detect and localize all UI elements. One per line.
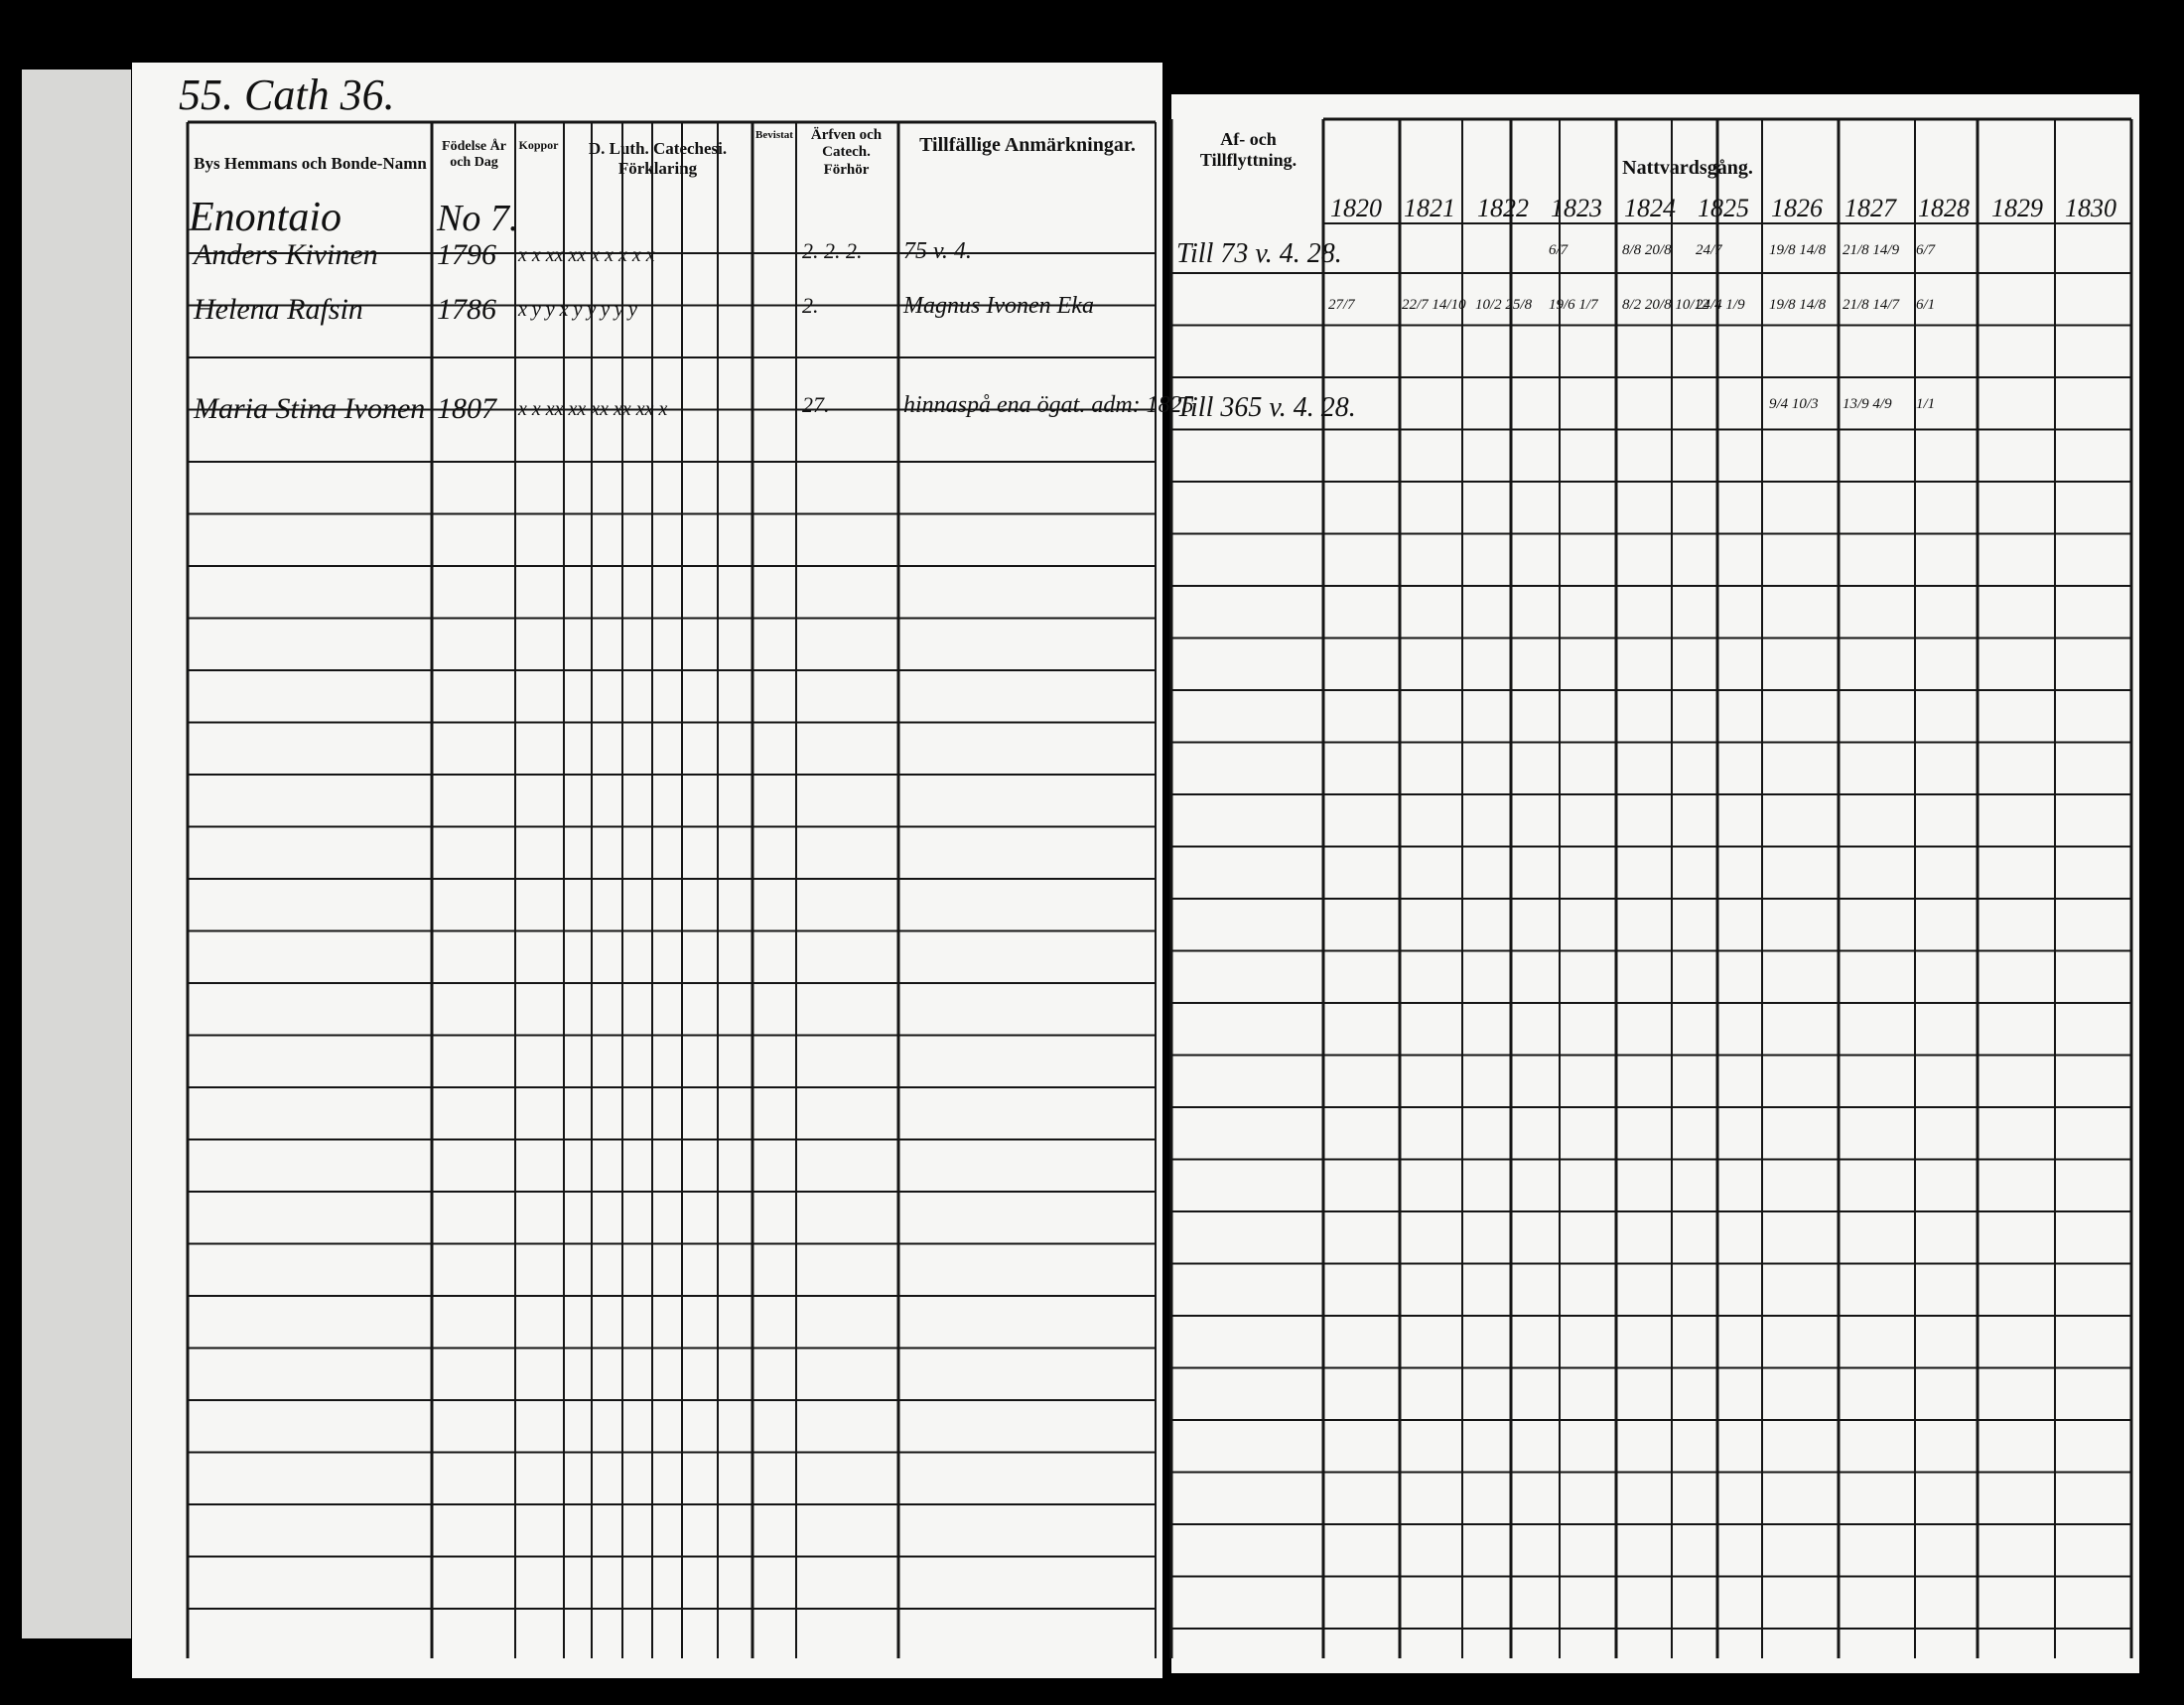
exam: 2. xyxy=(802,293,819,318)
exam: 2. 2. 2. xyxy=(802,238,863,263)
communion-date: 24/4 1/9 xyxy=(1696,297,1745,313)
communion-date: 6/1 xyxy=(1916,297,1936,313)
marks: x x xx xx xx xx xx x xyxy=(518,398,668,420)
year: 1826 xyxy=(1771,194,1823,222)
name: Helena Rafsin xyxy=(194,293,363,326)
communion-date: 24/7 xyxy=(1696,242,1722,258)
communion-date: 21/8 14/9 xyxy=(1843,242,1900,258)
year: 1828 xyxy=(1918,194,1970,222)
village: Enontaio xyxy=(189,195,341,240)
year: 1823 xyxy=(1551,194,1602,222)
year: 1827 xyxy=(1844,194,1896,222)
page-edge xyxy=(22,70,131,1638)
communion-date: 6/7 xyxy=(1916,242,1936,258)
note: 75 v. 4. xyxy=(903,238,972,264)
column-header: D. Luth. Catechesi. Förklaring xyxy=(588,139,728,178)
marks: x y y x y y y y y xyxy=(518,299,637,321)
communion-date: 1/1 xyxy=(1916,396,1936,412)
communion-date: 19/8 14/8 xyxy=(1769,297,1827,313)
communion-date: 8/8 20/8 xyxy=(1622,242,1672,258)
name: Anders Kivinen xyxy=(194,238,378,271)
column-header: Ärfven och Catech. Förhör xyxy=(810,127,883,178)
house-no: No 7. xyxy=(437,198,519,239)
column-header: Födelse År och Dag xyxy=(442,139,506,171)
communion-date: 22/7 14/10 xyxy=(1402,297,1466,313)
year: 1825 xyxy=(1698,194,1749,222)
year: 1824 xyxy=(1624,194,1676,222)
communion-date: 19/8 14/8 xyxy=(1769,242,1827,258)
year: 1822 xyxy=(1477,194,1529,222)
column-header: Nattvardsgång. xyxy=(1622,157,1753,179)
communion-date: 8/2 20/8 10/12 xyxy=(1622,297,1709,313)
year: 1830 xyxy=(2065,194,2116,222)
birth-year: 1796 xyxy=(437,238,496,271)
year: 1820 xyxy=(1330,194,1382,222)
note: Magnus Ivonen Eka xyxy=(903,293,1094,319)
move: Till 365 v. 4. 28. xyxy=(1176,392,1356,423)
birth-year: 1807 xyxy=(437,392,496,425)
column-header: Af- och Tillflyttning. xyxy=(1199,129,1297,170)
communion-date: 10/2 25/8 xyxy=(1475,297,1533,313)
communion-date: 13/9 4/9 xyxy=(1843,396,1892,412)
column-header: Koppor xyxy=(518,138,559,152)
exam: 27. xyxy=(802,392,830,417)
name: Maria Stina Ivonen xyxy=(194,392,426,425)
note: hinnaspå ena ögat. adm: 1825 xyxy=(903,392,1194,418)
communion-date: 6/7 xyxy=(1549,242,1569,258)
communion-date: 27/7 xyxy=(1328,297,1355,313)
column-header: Tillfällige Anmärkningar. xyxy=(919,134,1136,156)
year: 1829 xyxy=(1991,194,2043,222)
birth-year: 1786 xyxy=(437,293,496,326)
communion-date: 9/4 10/3 xyxy=(1769,396,1819,412)
page-number: 55. Cath 36. xyxy=(179,71,395,119)
year: 1821 xyxy=(1404,194,1455,222)
left-page xyxy=(132,63,1162,1678)
communion-date: 21/8 14/7 xyxy=(1843,297,1900,313)
move: Till 73 v. 4. 28. xyxy=(1176,238,1342,269)
column-header: Bevistat xyxy=(755,129,793,141)
column-header: Bys Hemmans och Bonde-Namn xyxy=(194,154,427,173)
marks: x x xx xx x x x x x xyxy=(518,244,655,266)
communion-date: 19/6 1/7 xyxy=(1549,297,1598,313)
